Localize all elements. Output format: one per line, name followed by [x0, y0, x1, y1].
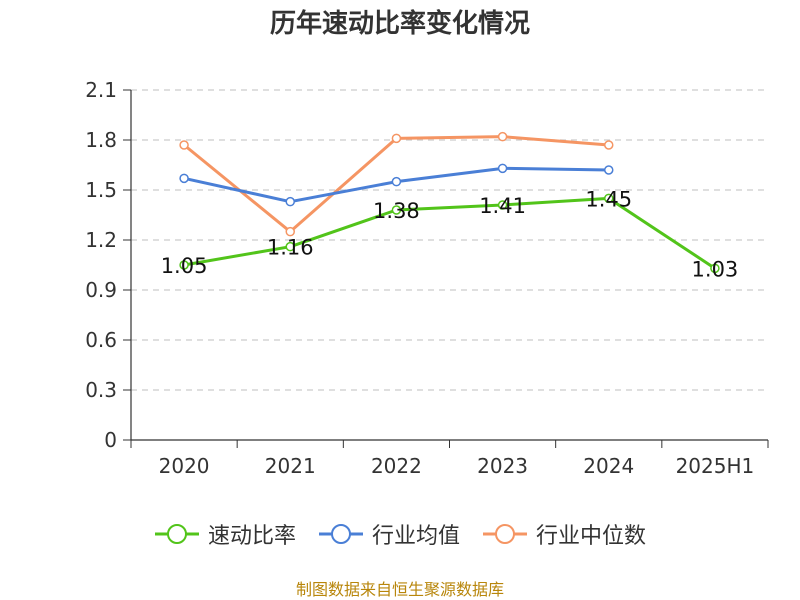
y-tick-label: 1.5	[85, 178, 117, 202]
legend-marker-circle	[495, 524, 515, 544]
x-tick-label: 2022	[371, 454, 422, 478]
x-tick-label: 2025H1	[676, 454, 755, 478]
legend-marker-icon	[318, 524, 363, 544]
legend-item[interactable]: 速动比率	[154, 518, 296, 550]
series-line-0	[183, 196, 716, 270]
legend-label: 行业均值	[371, 524, 460, 549]
data-label: 1.03	[692, 257, 739, 281]
x-tick-label: 2021	[265, 454, 316, 478]
x-tick-label: 2024	[583, 454, 634, 478]
y-tick-label: 0	[104, 428, 117, 452]
data-point[interactable]	[391, 176, 402, 187]
y-tick-label: 1.2	[85, 228, 117, 252]
legend-marker-circle	[166, 524, 187, 544]
data-point[interactable]	[179, 260, 189, 270]
data-point[interactable]	[497, 131, 508, 142]
data-point[interactable]	[604, 140, 614, 150]
data-label: 1.41	[479, 194, 526, 218]
axes: 0 0.3 0.6 0.9 1.2 1.5 1.8 2.1 2020 2021 2022 2023 20…	[85, 78, 769, 478]
data-label: 1.05	[161, 254, 208, 278]
data-labels: 1.05 1.16 1.38 1.41 1.45 1.03	[161, 187, 739, 281]
legend: 速动比率 行业均值 行业中位数	[0, 518, 800, 550]
data-label: 1.16	[267, 236, 314, 260]
data-point[interactable]	[179, 140, 189, 150]
data-point[interactable]	[391, 133, 402, 144]
y-tick-label: 0.3	[85, 378, 117, 402]
legend-item[interactable]: 行业中位数	[482, 518, 646, 550]
data-label: 1.38	[373, 199, 420, 223]
legend-marker-circle	[330, 524, 351, 544]
legend-label: 行业中位数	[536, 524, 647, 549]
legend-marker-icon	[483, 524, 527, 544]
data-point[interactable]	[285, 226, 295, 237]
legend-item[interactable]: 行业均值	[318, 518, 460, 550]
data-point[interactable]	[285, 196, 295, 207]
data-point[interactable]	[285, 241, 295, 252]
gridlines	[131, 89, 768, 391]
data-point[interactable]	[391, 205, 402, 215]
legend-label: 速动比率	[207, 524, 296, 549]
data-point[interactable]	[604, 165, 614, 175]
y-tick-label: 0.6	[85, 328, 117, 352]
chart-title: 历年速动比率变化情况	[269, 9, 530, 39]
data-point[interactable]	[497, 200, 508, 210]
x-tick-label: 2020	[159, 454, 210, 478]
data-point[interactable]	[710, 263, 720, 274]
y-tick-label: 2.1	[85, 78, 117, 102]
y-tick-label: 0.9	[85, 278, 117, 302]
source-note: 制图数据来自恒生聚源数据库	[295, 580, 504, 599]
data-label: 1.45	[585, 187, 632, 211]
data-point[interactable]	[179, 173, 189, 184]
series-layer	[179, 131, 720, 274]
data-point[interactable]	[497, 163, 508, 174]
y-tick-label: 1.8	[85, 128, 117, 152]
legend-marker-icon	[154, 524, 199, 544]
data-point[interactable]	[604, 193, 614, 204]
x-tick-label: 2023	[477, 454, 528, 478]
